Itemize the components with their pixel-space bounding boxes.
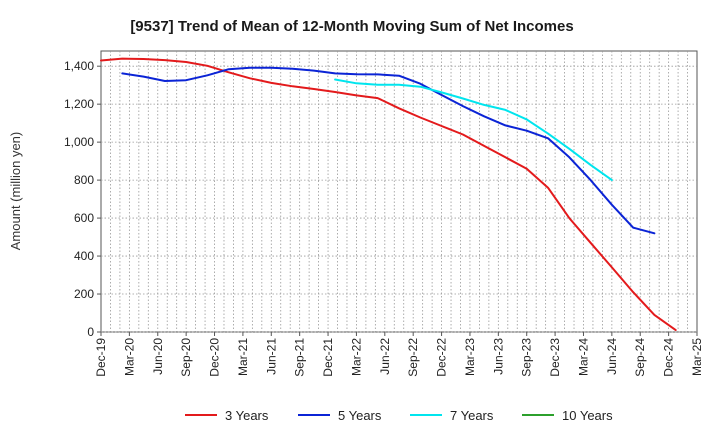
x-tick-label: Dec-19: [94, 338, 108, 377]
y-tick-label: 800: [74, 173, 94, 187]
x-tick-label: Sep-20: [179, 338, 193, 377]
x-tick-label: Mar-24: [576, 338, 590, 376]
x-tick-label: Dec-22: [435, 338, 449, 377]
y-tick-label: 600: [74, 211, 94, 225]
legend: 3 Years 5 Years 7 Years 10 Years: [185, 408, 613, 423]
x-tick-label: Jun-22: [378, 338, 392, 375]
chart-title: [9537] Trend of Mean of 12-Month Moving …: [130, 18, 573, 35]
y-tick-label: 1,200: [64, 97, 94, 111]
x-tick-label: Mar-22: [349, 338, 363, 376]
x-tick-label: Mar-25: [690, 338, 704, 376]
y-tick-label: 1,400: [64, 59, 94, 73]
x-tick-label: Sep-22: [406, 338, 420, 377]
x-tick-label: Jun-23: [491, 338, 505, 375]
series-line-7-years: [334, 78, 613, 182]
legend-label: 7 Years: [450, 408, 494, 423]
y-tick-label: 400: [74, 249, 94, 263]
x-tick-label: Sep-21: [293, 338, 307, 377]
x-tick-label: Sep-24: [633, 338, 647, 377]
y-tick-label: 1,000: [64, 135, 94, 149]
y-tick-label: 200: [74, 287, 94, 301]
x-tick-label: Mar-23: [463, 338, 477, 376]
y-tick-label: 0: [87, 325, 94, 339]
legend-label: 3 Years: [225, 408, 269, 423]
x-tick-label: Dec-23: [548, 338, 562, 377]
series-line-3-years: [100, 57, 677, 332]
x-tick-label: Dec-21: [321, 338, 335, 377]
series-line-5-years: [121, 66, 656, 235]
x-tick-label: Jun-24: [605, 338, 619, 375]
x-tick-label: Mar-21: [236, 338, 250, 376]
x-tick-label: Dec-24: [662, 338, 676, 377]
plot-frame: [100, 50, 698, 333]
x-tick-label: Jun-21: [264, 338, 278, 375]
legend-label: 5 Years: [338, 408, 382, 423]
x-tick-label: Jun-20: [151, 338, 165, 375]
plot-area: 0 200 400 600 800 1,000 1,200 1,400 Dec-19 Mar-20…: [64, 50, 704, 377]
x-tick-label: Sep-23: [520, 338, 534, 377]
legend-label: 10 Years: [562, 408, 613, 423]
x-tick-label: Dec-20: [208, 338, 222, 377]
x-tick-label: Mar-20: [122, 338, 136, 376]
y-axis-label: Amount (million yen): [8, 132, 23, 251]
